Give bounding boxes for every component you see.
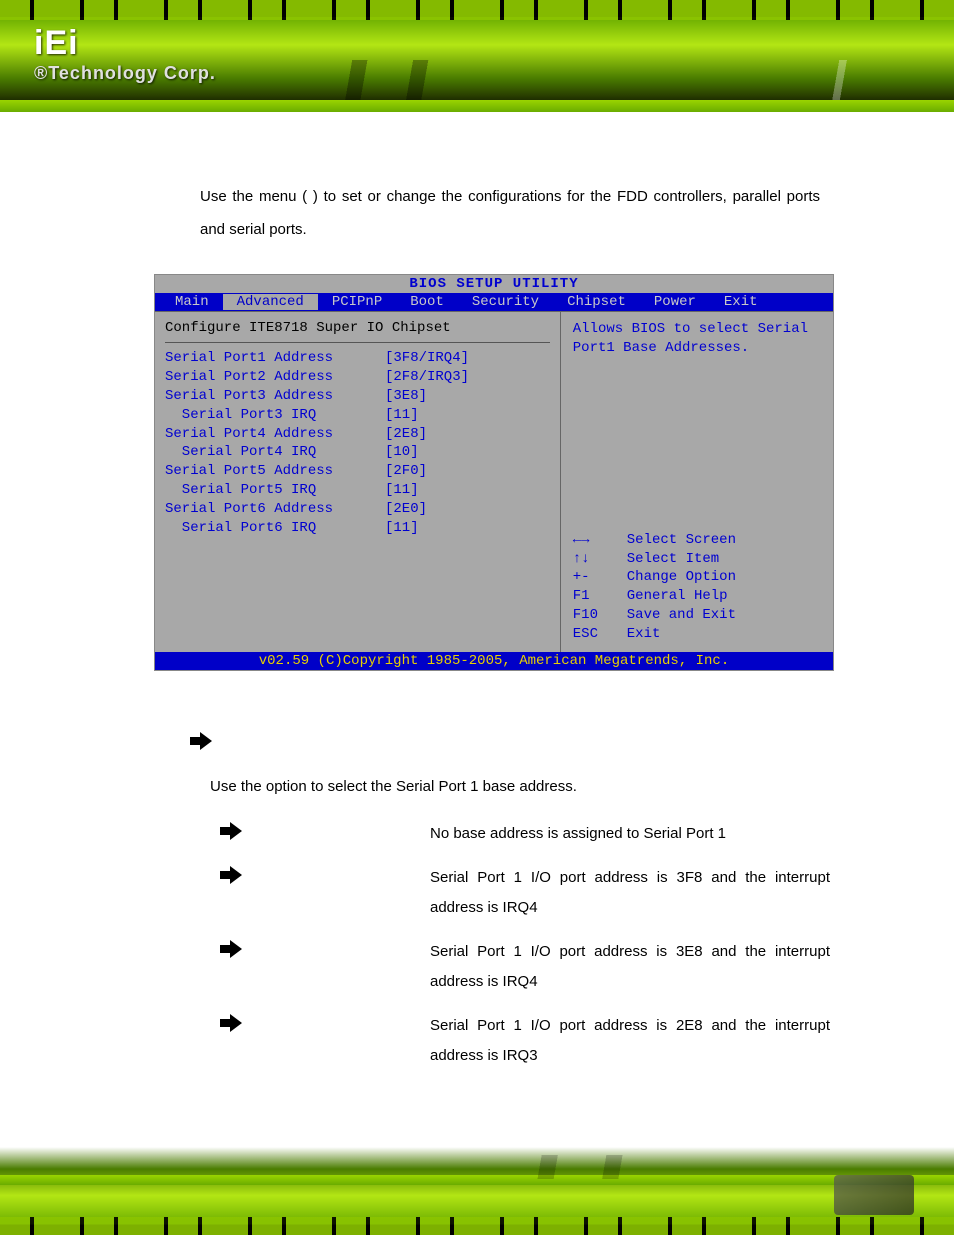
- footer-chip-decoration: [834, 1175, 914, 1215]
- bios-tab: Advanced: [223, 294, 318, 310]
- bios-nav-action: Change Option: [627, 568, 736, 587]
- bios-setting-value: [2E0]: [385, 500, 427, 519]
- bios-setting-value: [3F8/IRQ4]: [385, 349, 469, 368]
- bios-setting-label: Serial Port4 Address: [165, 425, 385, 444]
- bios-nav-key: ESC: [573, 625, 627, 644]
- arrow-right-icon: [220, 1011, 430, 1033]
- bios-setting-label: Serial Port3 IRQ: [165, 406, 385, 425]
- page-body: Use the menu ( ) to set or change the co…: [0, 180, 954, 1071]
- bios-nav-action: General Help: [627, 587, 728, 606]
- bios-setting-row: Serial Port3 Address[3E8]: [165, 387, 550, 406]
- bios-nav-row: F1General Help: [573, 587, 821, 606]
- arrow-right-icon: [220, 937, 430, 959]
- bios-setting-label: Serial Port3 Address: [165, 387, 385, 406]
- bios-nav-action: Select Screen: [627, 531, 736, 550]
- bios-nav-row: ESCExit: [573, 625, 821, 644]
- bios-nav-row: ←→Select Screen: [573, 531, 821, 550]
- bios-setting-value: [11]: [385, 481, 419, 500]
- bios-tabs: MainAdvancedPCIPnPBootSecurityChipsetPow…: [155, 293, 833, 312]
- intro-paragraph: Use the menu ( ) to set or change the co…: [200, 180, 820, 246]
- bios-nav-row: ↑↓Select Item: [573, 550, 821, 569]
- option-description: Serial Port 1 I/O port address is 2E8 an…: [430, 1011, 830, 1071]
- bios-config-heading: Configure ITE8718 Super IO Chipset: [165, 320, 550, 338]
- header-circuit-decoration: [0, 0, 954, 20]
- bios-setting-value: [10]: [385, 443, 419, 462]
- option-row: Serial Port 1 I/O port address is 3E8 an…: [220, 937, 914, 997]
- logo-sub: ®Technology Corp.: [34, 63, 216, 84]
- bios-nav-key: ←→: [573, 531, 627, 550]
- bios-nav-key: ↑↓: [573, 550, 627, 569]
- bios-setting-label: Serial Port5 IRQ: [165, 481, 385, 500]
- bios-left-pane: Configure ITE8718 Super IO Chipset Seria…: [155, 312, 561, 652]
- bios-setting-label: Serial Port6 Address: [165, 500, 385, 519]
- bios-setting-row: Serial Port4 IRQ[10]: [165, 443, 550, 462]
- bios-setting-value: [2E8]: [385, 425, 427, 444]
- bios-tab: Boot: [396, 294, 458, 310]
- bios-title: BIOS SETUP UTILITY: [155, 275, 833, 293]
- bios-setting-row: Serial Port5 Address[2F0]: [165, 462, 550, 481]
- bios-setting-label: Serial Port6 IRQ: [165, 519, 385, 538]
- bios-setting-value: [11]: [385, 406, 419, 425]
- header-banner: iEi ®Technology Corp.: [0, 0, 954, 112]
- bios-nav-key: F1: [573, 587, 627, 606]
- bios-tab: Security: [458, 294, 553, 310]
- bios-setting-value: [11]: [385, 519, 419, 538]
- bios-nav-key: F10: [573, 606, 627, 625]
- option-list: No base address is assigned to Serial Po…: [220, 819, 914, 1071]
- footer-accent-lines: [380, 1155, 780, 1179]
- bios-setting-value: [2F0]: [385, 462, 427, 481]
- bios-nav-row: F10Save and Exit: [573, 606, 821, 625]
- arrow-right-icon: [220, 863, 430, 885]
- bios-tab: PCIPnP: [318, 294, 396, 310]
- section-heading: [190, 731, 914, 751]
- bios-nav-help: ←→Select Screen↑↓Select Item+-Change Opt…: [573, 531, 821, 644]
- bios-nav-action: Select Item: [627, 550, 719, 569]
- bios-tab: Main: [161, 294, 223, 310]
- arrow-right-icon: [190, 731, 212, 751]
- use-description: Use the option to select the Serial Port…: [210, 775, 914, 799]
- logo-main: iEi: [34, 24, 216, 63]
- bios-nav-row: +-Change Option: [573, 568, 821, 587]
- bios-footer: v02.59 (C)Copyright 1985-2005, American …: [155, 652, 833, 670]
- bios-setting-row: Serial Port2 Address[2F8/IRQ3]: [165, 368, 550, 387]
- bios-nav-action: Save and Exit: [627, 606, 736, 625]
- bios-nav-key: +-: [573, 568, 627, 587]
- bios-setting-row: Serial Port5 IRQ[11]: [165, 481, 550, 500]
- option-row: Serial Port 1 I/O port address is 2E8 an…: [220, 1011, 914, 1071]
- footer-banner: [0, 1147, 954, 1235]
- footer-circuit-decoration: [0, 1217, 954, 1235]
- bios-screenshot: BIOS SETUP UTILITY MainAdvancedPCIPnPBoo…: [154, 274, 834, 671]
- header-green-strip: [0, 100, 954, 112]
- option-description: Serial Port 1 I/O port address is 3E8 an…: [430, 937, 830, 997]
- bios-main-area: Configure ITE8718 Super IO Chipset Seria…: [155, 312, 833, 652]
- logo: iEi ®Technology Corp.: [34, 24, 216, 84]
- option-row: No base address is assigned to Serial Po…: [220, 819, 914, 849]
- option-row: Serial Port 1 I/O port address is 3F8 an…: [220, 863, 914, 923]
- option-description: No base address is assigned to Serial Po…: [430, 819, 830, 849]
- bios-divider: [165, 342, 550, 343]
- arrow-right-icon: [220, 819, 430, 841]
- bios-tab: Exit: [710, 294, 772, 310]
- bios-tab: Power: [640, 294, 710, 310]
- bios-help-text: Allows BIOS to select Serial Port1 Base …: [573, 320, 821, 358]
- bios-setting-row: Serial Port6 IRQ[11]: [165, 519, 550, 538]
- option-description: Serial Port 1 I/O port address is 3F8 an…: [430, 863, 830, 923]
- bios-setting-value: [3E8]: [385, 387, 427, 406]
- bios-setting-row: Serial Port4 Address[2E8]: [165, 425, 550, 444]
- bios-setting-row: Serial Port3 IRQ[11]: [165, 406, 550, 425]
- bios-setting-label: Serial Port5 Address: [165, 462, 385, 481]
- bios-setting-value: [2F8/IRQ3]: [385, 368, 469, 387]
- header-accent-lines: [200, 60, 954, 100]
- bios-setting-label: Serial Port4 IRQ: [165, 443, 385, 462]
- bios-setting-label: Serial Port1 Address: [165, 349, 385, 368]
- bios-tab: Chipset: [553, 294, 640, 310]
- bios-setting-row: Serial Port1 Address[3F8/IRQ4]: [165, 349, 550, 368]
- bios-nav-action: Exit: [627, 625, 661, 644]
- bios-setting-label: Serial Port2 Address: [165, 368, 385, 387]
- bios-setting-row: Serial Port6 Address[2E0]: [165, 500, 550, 519]
- bios-right-pane: Allows BIOS to select Serial Port1 Base …: [561, 312, 833, 652]
